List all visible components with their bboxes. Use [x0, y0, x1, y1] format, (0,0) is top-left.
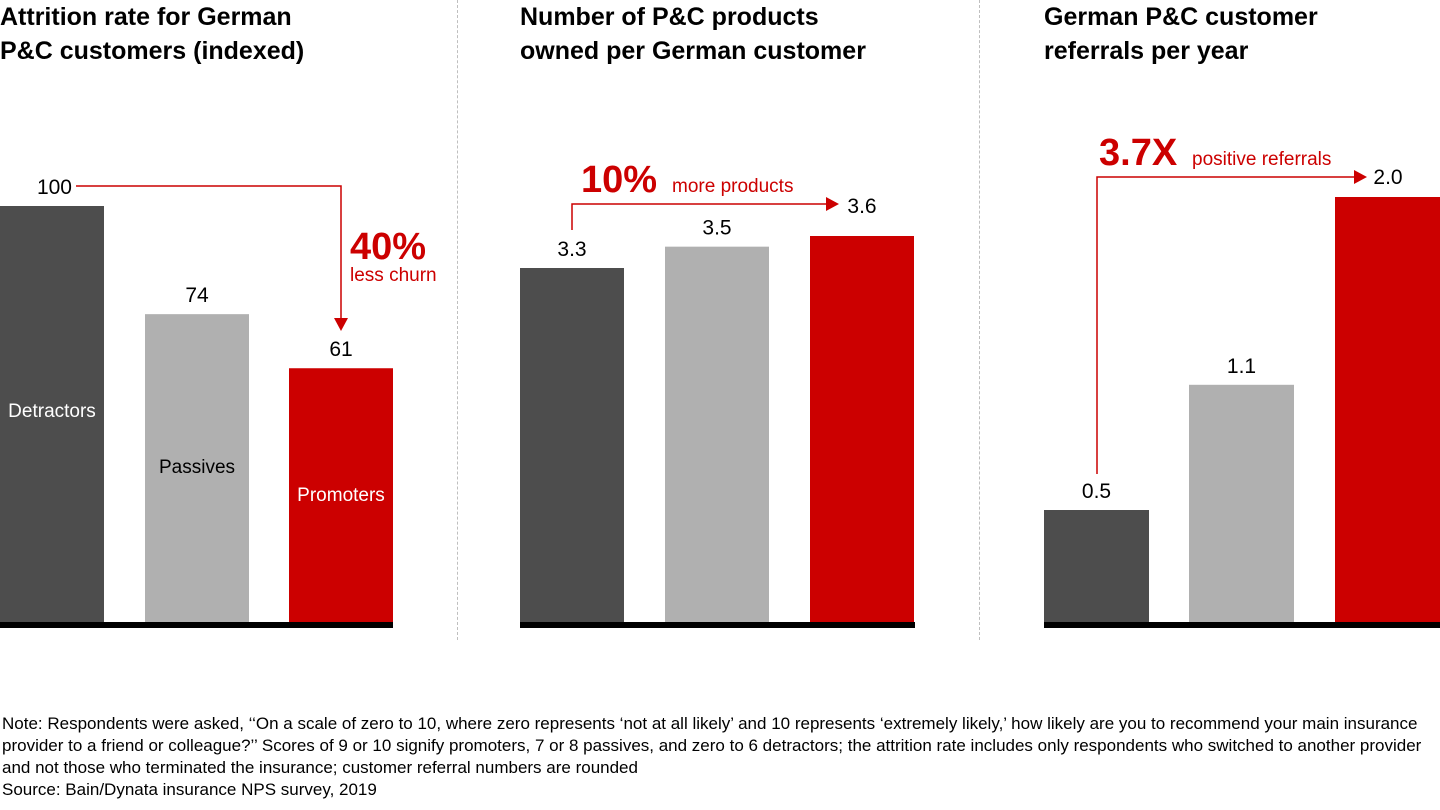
chart-3-connector-line: [1096, 176, 1356, 474]
chart-2-value-label: 3.6: [847, 195, 876, 218]
chart-1-baseline: [0, 622, 393, 628]
chart-2-value-label: 3.3: [557, 238, 586, 261]
chart-1-connector-line: [76, 185, 342, 320]
chart-2-annotation-small: more products: [672, 176, 793, 197]
chart-1-arrow-head: [334, 318, 348, 331]
chart-2-annotation-big: 10%: [581, 159, 657, 201]
chart-3-value-label: 0.5: [1082, 480, 1111, 503]
panel-divider-1: [457, 0, 458, 640]
chart-3-annotation-big: 3.7X: [1099, 132, 1178, 174]
chart-3-value-label: 1.1: [1227, 355, 1256, 378]
chart-2-bar-detractors: [520, 268, 624, 622]
panel-divider-2: [979, 0, 980, 640]
chart-3-bar-detractors: [1044, 510, 1149, 622]
chart-1-category-label: Promoters: [297, 485, 385, 506]
chart-1-value-label: 61: [329, 338, 352, 361]
chart-2-title-line-1: Number of P&C products: [520, 3, 819, 31]
chart-1-title-line-1: Attrition rate for German: [0, 3, 292, 31]
chart-3-bar-promoters: [1335, 197, 1440, 622]
chart-1-value-label: 74: [185, 284, 209, 307]
chart-2-title-line-2: owned per German customer: [520, 37, 866, 65]
chart-3-bar-passives: [1189, 384, 1294, 622]
chart-1-category-label: Detractors: [8, 401, 96, 422]
footnote: Note: Respondents were asked, ‘‘On a sca…: [2, 713, 1440, 801]
footnote-source: Source: Bain/Dynata insurance NPS survey…: [2, 780, 377, 799]
chart-1-annotation-big: 40%: [350, 226, 426, 268]
chart-1-bar-passives: [145, 314, 249, 622]
chart-1-annotation-small: less churn: [350, 265, 437, 286]
chart-3-arrow-head: [1354, 170, 1367, 184]
chart-3-baseline: [1044, 622, 1440, 628]
chart-1-bar-promoters: [289, 368, 393, 622]
chart-3-title-line-1: German P&C customer: [1044, 3, 1318, 31]
chart-1-title-line-2: P&C customers (indexed): [0, 37, 305, 65]
chart-3-value-label: 2.0: [1373, 166, 1402, 189]
chart-1-category-label: Passives: [159, 457, 235, 478]
chart-1-title: Attrition rate for German P&C customers …: [0, 0, 304, 68]
chart-1-value-label: 100: [37, 176, 72, 199]
chart-1-bar-detractors: [0, 206, 104, 622]
chart-3-title-line-2: referrals per year: [1044, 37, 1249, 65]
chart-2-bar-passives: [665, 246, 769, 622]
chart-2-title: Number of P&C products owned per German …: [520, 0, 866, 68]
chart-2-connector-line: [571, 203, 828, 230]
chart-2-bar-promoters: [810, 236, 914, 622]
footnote-note: Note: Respondents were asked, ‘‘On a sca…: [2, 714, 1422, 777]
chart-2-value-label: 3.5: [702, 217, 731, 240]
charts-canvas: 100 Detractors 74 Passives 61 Promoters 40%les…: [0, 132, 1440, 628]
chart-2-arrow-head: [826, 197, 839, 211]
chart-3-annotation-small: positive referrals: [1192, 149, 1331, 170]
chart-2-baseline: [520, 622, 915, 628]
chart-3-title: German P&C customer referrals per year: [1044, 0, 1318, 68]
